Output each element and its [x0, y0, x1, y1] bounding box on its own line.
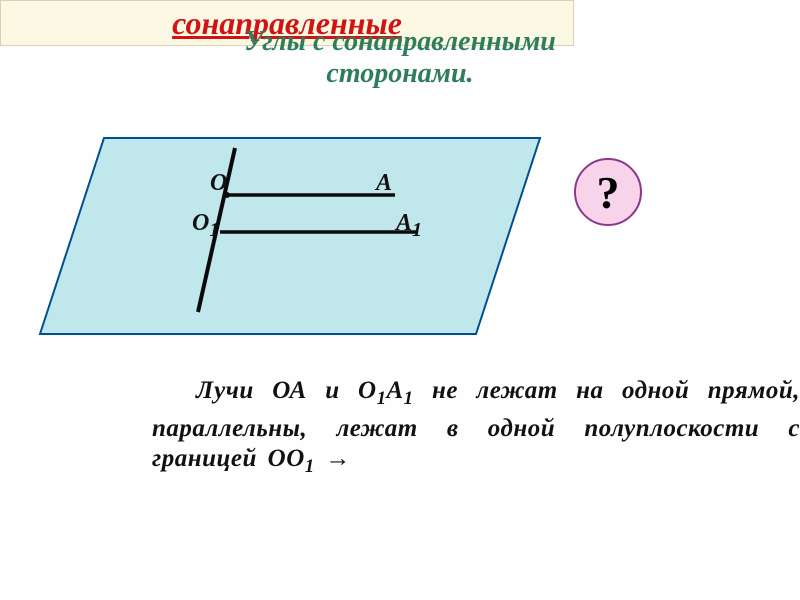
label-O1: О1 [192, 210, 219, 242]
label-O: О [210, 170, 227, 197]
plane-parallelogram [40, 138, 540, 334]
slide: Углы с сонаправленными сторонами. О А О1… [0, 0, 800, 600]
question-badge: ? [574, 158, 642, 226]
question-mark: ? [597, 166, 620, 219]
body-text: Лучи ОА и О1А1 не лежат на одной прямой,… [152, 376, 800, 482]
geometry-diagram [0, 0, 800, 600]
label-A1: А1 [396, 210, 422, 242]
label-A: А [376, 170, 392, 197]
body-text-block: Лучи ОА и О1А1 не лежат на одной прямой,… [152, 376, 800, 482]
